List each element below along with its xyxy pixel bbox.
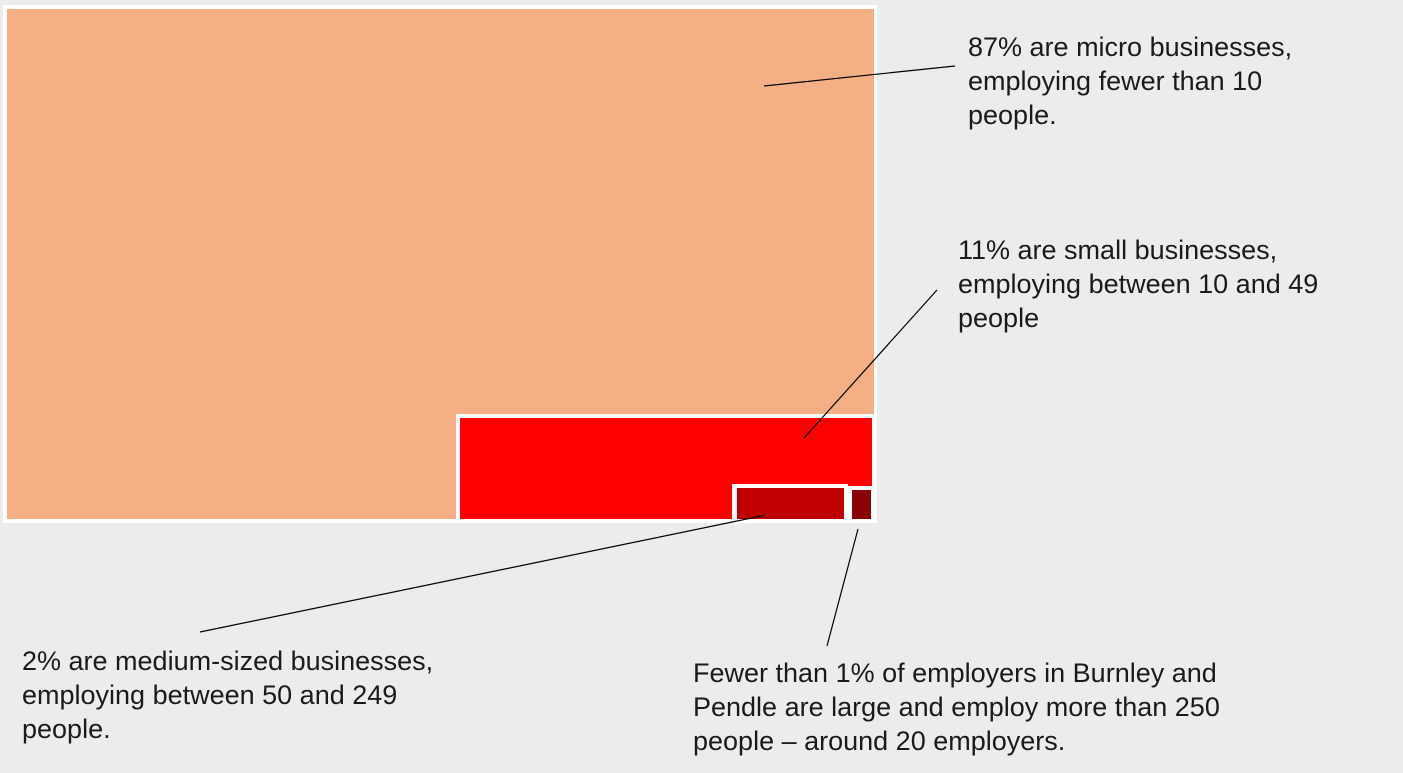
- label-micro: 87% are micro businesses, employing fewer…: [968, 30, 1388, 132]
- label-micro-line: people.: [968, 100, 1057, 130]
- label-medium: 2% are medium-sized businesses, employing…: [22, 644, 542, 746]
- label-small-line: 11% are small businesses,: [958, 235, 1278, 265]
- segment-large: [852, 490, 871, 519]
- leader-line-medium: [199, 514, 767, 633]
- label-large-line: people – around 20 employers.: [693, 726, 1066, 756]
- label-large: Fewer than 1% of employers in Burnley an…: [693, 656, 1313, 758]
- leader-line-micro: [763, 65, 956, 87]
- label-large-line: Pendle are large and employ more than 25…: [693, 692, 1220, 722]
- leader-line-large: [826, 528, 859, 647]
- label-small-line: people: [958, 303, 1040, 333]
- segment-medium: [737, 488, 844, 519]
- label-micro-line: 87% are micro businesses,: [968, 32, 1293, 62]
- label-large-line: Fewer than 1% of employers in Burnley an…: [693, 658, 1217, 688]
- label-medium-line: employing between 50 and 249: [22, 680, 398, 710]
- label-small: 11% are small businesses, employing betwe…: [958, 233, 1398, 335]
- label-medium-line: people.: [22, 714, 111, 744]
- label-medium-line: 2% are medium-sized businesses,: [22, 646, 434, 676]
- label-small-line: employing between 10 and 49: [958, 269, 1319, 299]
- leader-line-small: [803, 289, 938, 439]
- label-micro-line: employing fewer than 10: [968, 66, 1263, 96]
